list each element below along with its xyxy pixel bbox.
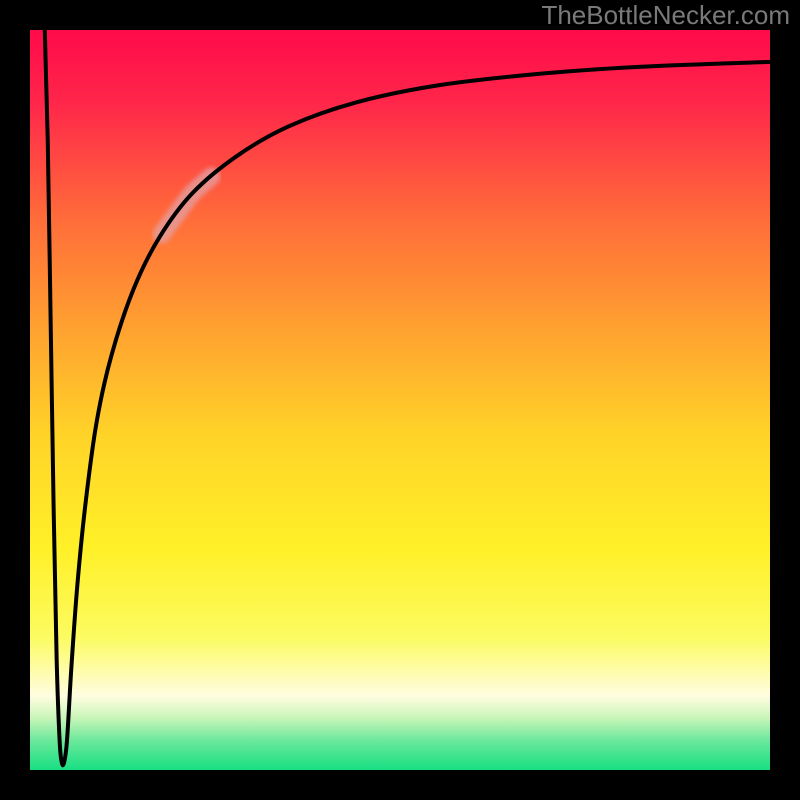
plot-background — [30, 30, 770, 770]
bottleneck-curve-chart — [0, 0, 800, 800]
chart-container: TheBottleNecker.com — [0, 0, 800, 800]
attribution-text: TheBottleNecker.com — [541, 0, 790, 31]
